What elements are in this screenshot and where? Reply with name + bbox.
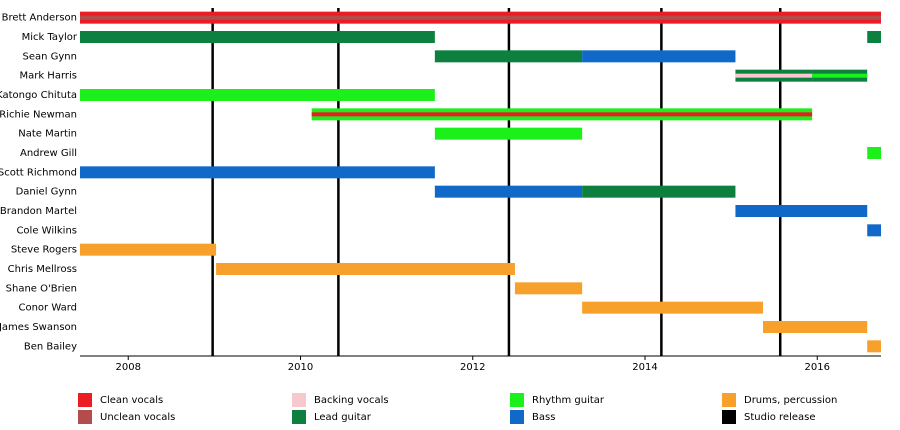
member-stripe [311, 112, 813, 117]
member-bar [867, 147, 881, 159]
member-bar [867, 340, 881, 353]
member-name: Katongo Chituta [0, 90, 77, 101]
member-bar [216, 263, 515, 275]
legend-label: Studio release [744, 412, 816, 423]
legend-label: Rhythm guitar [532, 395, 605, 406]
x-tick-label: 2010 [288, 362, 313, 373]
member-stripe [812, 73, 868, 78]
legend-label: Bass [532, 412, 555, 423]
member-name: Chris Mellross [8, 264, 77, 275]
member-bar [763, 321, 868, 333]
member-bar [80, 243, 217, 256]
legend-swatch [292, 410, 306, 424]
member-bar [434, 50, 583, 63]
member-name: Steve Rogers [11, 245, 77, 256]
legend-swatch [78, 393, 92, 407]
legend-swatch [510, 393, 524, 407]
member-name: Brandon Martel [0, 206, 77, 217]
member-name: Ben Bailey [24, 341, 77, 352]
member-name: Andrew Gill [20, 148, 77, 159]
member-name: Brett Anderson [2, 13, 77, 24]
member-name: Mick Taylor [22, 32, 78, 43]
member-name: Shane O'Brien [6, 283, 77, 294]
legend-label: Backing vocals [314, 395, 389, 406]
member-bar [434, 127, 583, 140]
member-name: Nate Martin [18, 129, 77, 140]
member-bar [735, 205, 868, 217]
member-name: Daniel Gynn [16, 187, 77, 198]
member-name: Conor Ward [18, 303, 77, 314]
member-bar [867, 31, 881, 43]
member-name: Mark Harris [19, 71, 77, 82]
member-name: Scott Richmond [0, 167, 77, 178]
x-tick-label: 2008 [116, 362, 141, 373]
legend-swatch [722, 410, 736, 424]
x-tick-label: 2016 [805, 362, 830, 373]
legend-label: Lead guitar [314, 412, 372, 423]
legend-label: Clean vocals [100, 395, 163, 406]
legend-label: Unclean vocals [100, 412, 175, 423]
member-bar [514, 282, 583, 295]
legend-swatch [292, 393, 306, 407]
legend-swatch [78, 410, 92, 424]
legend-label: Drums, percussion [744, 395, 837, 406]
member-bar [80, 31, 435, 43]
member-stripe [735, 73, 813, 78]
member-bar [582, 50, 736, 63]
member-name: Cole Wilkins [16, 225, 77, 236]
member-name: Sean Gynn [23, 51, 78, 62]
member-bar [867, 224, 881, 237]
member-bar [434, 185, 583, 198]
member-name: James Swanson [0, 322, 77, 333]
legend-swatch [722, 393, 736, 407]
member-bar [582, 301, 764, 314]
member-bar [80, 166, 435, 179]
member-name: Richie Newman [0, 109, 77, 120]
legend-swatch [510, 410, 524, 424]
member-stripe [80, 15, 881, 20]
member-bar [582, 185, 736, 198]
member-bar [80, 89, 435, 101]
x-tick-label: 2012 [460, 362, 485, 373]
x-tick-label: 2014 [632, 362, 657, 373]
